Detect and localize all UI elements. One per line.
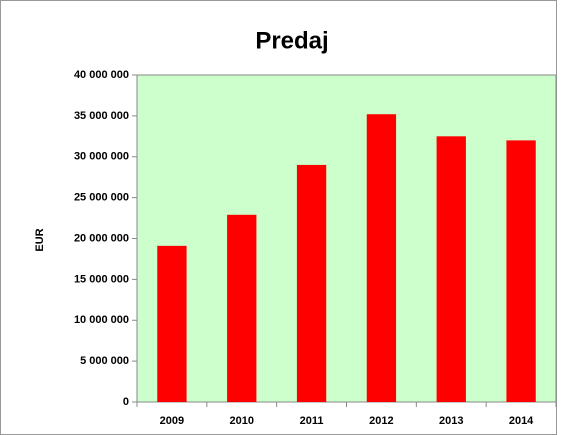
x-tick-label: 2010	[230, 415, 254, 427]
x-tick-label: 2012	[369, 415, 393, 427]
plot-area	[136, 74, 557, 403]
x-tick-label: 2011	[300, 415, 324, 427]
y-tick-label: 10 000 000	[74, 314, 129, 326]
y-tick-label: 35 000 000	[74, 110, 129, 122]
bar	[366, 114, 397, 403]
y-tick-label: 20 000 000	[74, 232, 129, 244]
bar	[506, 140, 536, 402]
y-tick-label: 5 000 000	[80, 355, 129, 367]
y-tick-label: 25 000 000	[74, 192, 129, 204]
x-tick-label: 2013	[439, 415, 463, 427]
bar	[227, 214, 257, 402]
bar	[436, 136, 466, 402]
y-axis-label: EUR	[34, 228, 46, 251]
chart-title: Predaj	[255, 27, 328, 54]
bar	[296, 164, 327, 402]
y-tick-label: 15 000 000	[74, 273, 129, 285]
bar	[157, 245, 187, 402]
y-tick-label: 30 000 000	[74, 151, 129, 163]
x-tick-label: 2009	[160, 415, 184, 427]
y-tick-label: 0	[123, 396, 129, 408]
y-tick-label: 40 000 000	[74, 69, 129, 81]
x-tick-label: 2014	[509, 415, 534, 427]
